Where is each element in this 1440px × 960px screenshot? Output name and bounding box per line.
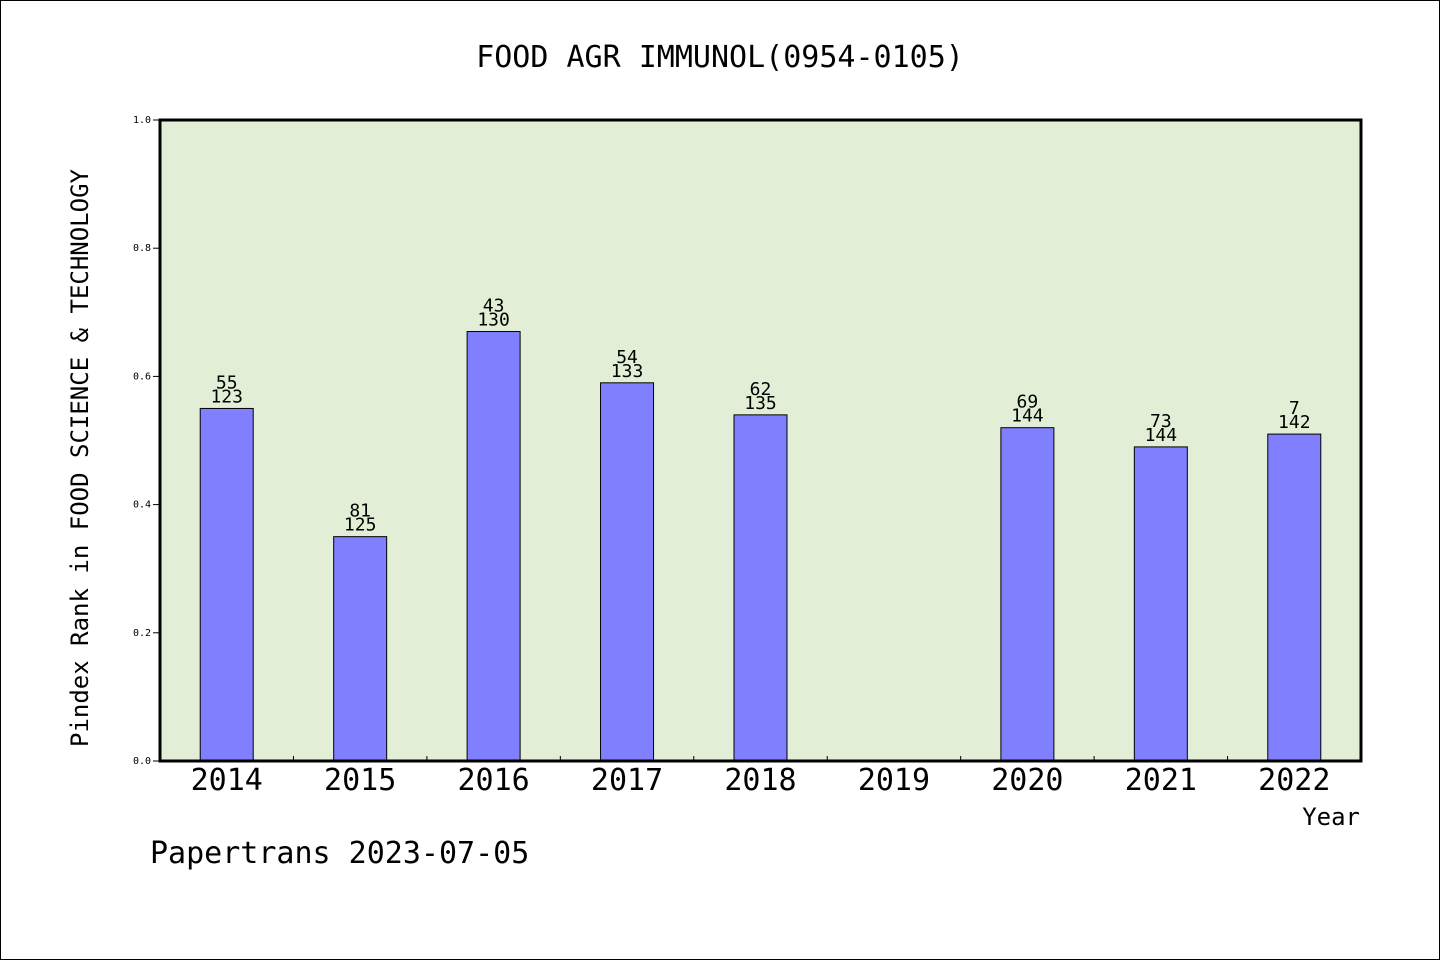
- bar-2014: [199, 407, 254, 762]
- y-tick-label: 0.0: [133, 756, 151, 767]
- x-axis-label: Year: [1302, 803, 1360, 831]
- data-label-top: 62: [750, 379, 772, 400]
- y-tick-label: 0.2: [133, 628, 151, 639]
- x-tick-label: 2018: [724, 763, 796, 798]
- data-label-top: 69: [1017, 392, 1039, 413]
- data-label-bottom: 144: [1145, 425, 1178, 446]
- x-tick-label: 2020: [991, 763, 1063, 798]
- y-tick-label: 1.0: [133, 115, 151, 126]
- x-tick-label: 2019: [858, 763, 930, 798]
- data-label-top: 55: [216, 372, 238, 393]
- bar-2021: [1133, 446, 1188, 762]
- data-label-top: 7: [1289, 398, 1300, 419]
- bar-2020: [1000, 427, 1055, 762]
- bar-2015: [333, 536, 388, 762]
- data-label-bottom: 123: [210, 386, 243, 407]
- y-axis-label: Pindex Rank in FOOD SCIENCE & TECHNOLOGY: [66, 168, 94, 747]
- x-tick-label: 2016: [457, 763, 529, 798]
- x-tick-label: 2014: [191, 763, 263, 798]
- x-tick-label: 2017: [591, 763, 663, 798]
- footer-text: Papertrans 2023-07-05: [150, 836, 529, 871]
- y-tick-label: 0.4: [133, 500, 151, 511]
- bar-2017: [600, 382, 655, 762]
- x-tick-label: 2022: [1258, 763, 1330, 798]
- bar-2016: [466, 331, 521, 762]
- y-axis-ticks: 0.0 0.2 0.4 0.6 0.8 1.0: [133, 115, 160, 767]
- plot-border: [158, 118, 1363, 763]
- x-tick-label: 2015: [324, 763, 396, 798]
- bar-2018: [733, 414, 788, 762]
- y-tick-label: 0.8: [133, 243, 151, 254]
- data-label-bottom: 130: [477, 310, 510, 331]
- data-label-top: 54: [616, 347, 638, 368]
- data-label-bottom: 133: [611, 361, 644, 382]
- x-tick-label: 2021: [1125, 763, 1197, 798]
- chart-title: FOOD AGR IMMUNOL(0954-0105): [476, 40, 964, 75]
- data-label-top: 73: [1150, 411, 1172, 432]
- data-label-bottom: 144: [1011, 406, 1044, 427]
- data-label-bottom: 135: [744, 393, 777, 414]
- x-axis-ticks: 2014 2015 2016 2017 2018 2019 2020 2021 2022: [191, 756, 1330, 798]
- y-tick-label: 0.6: [133, 371, 151, 382]
- data-label-bottom: 125: [344, 515, 377, 536]
- bar-2022: [1267, 433, 1322, 762]
- data-label-bottom: 142: [1278, 412, 1311, 433]
- data-label-top: 81: [349, 501, 371, 522]
- data-label-top: 43: [483, 296, 505, 317]
- bars: [199, 331, 1322, 762]
